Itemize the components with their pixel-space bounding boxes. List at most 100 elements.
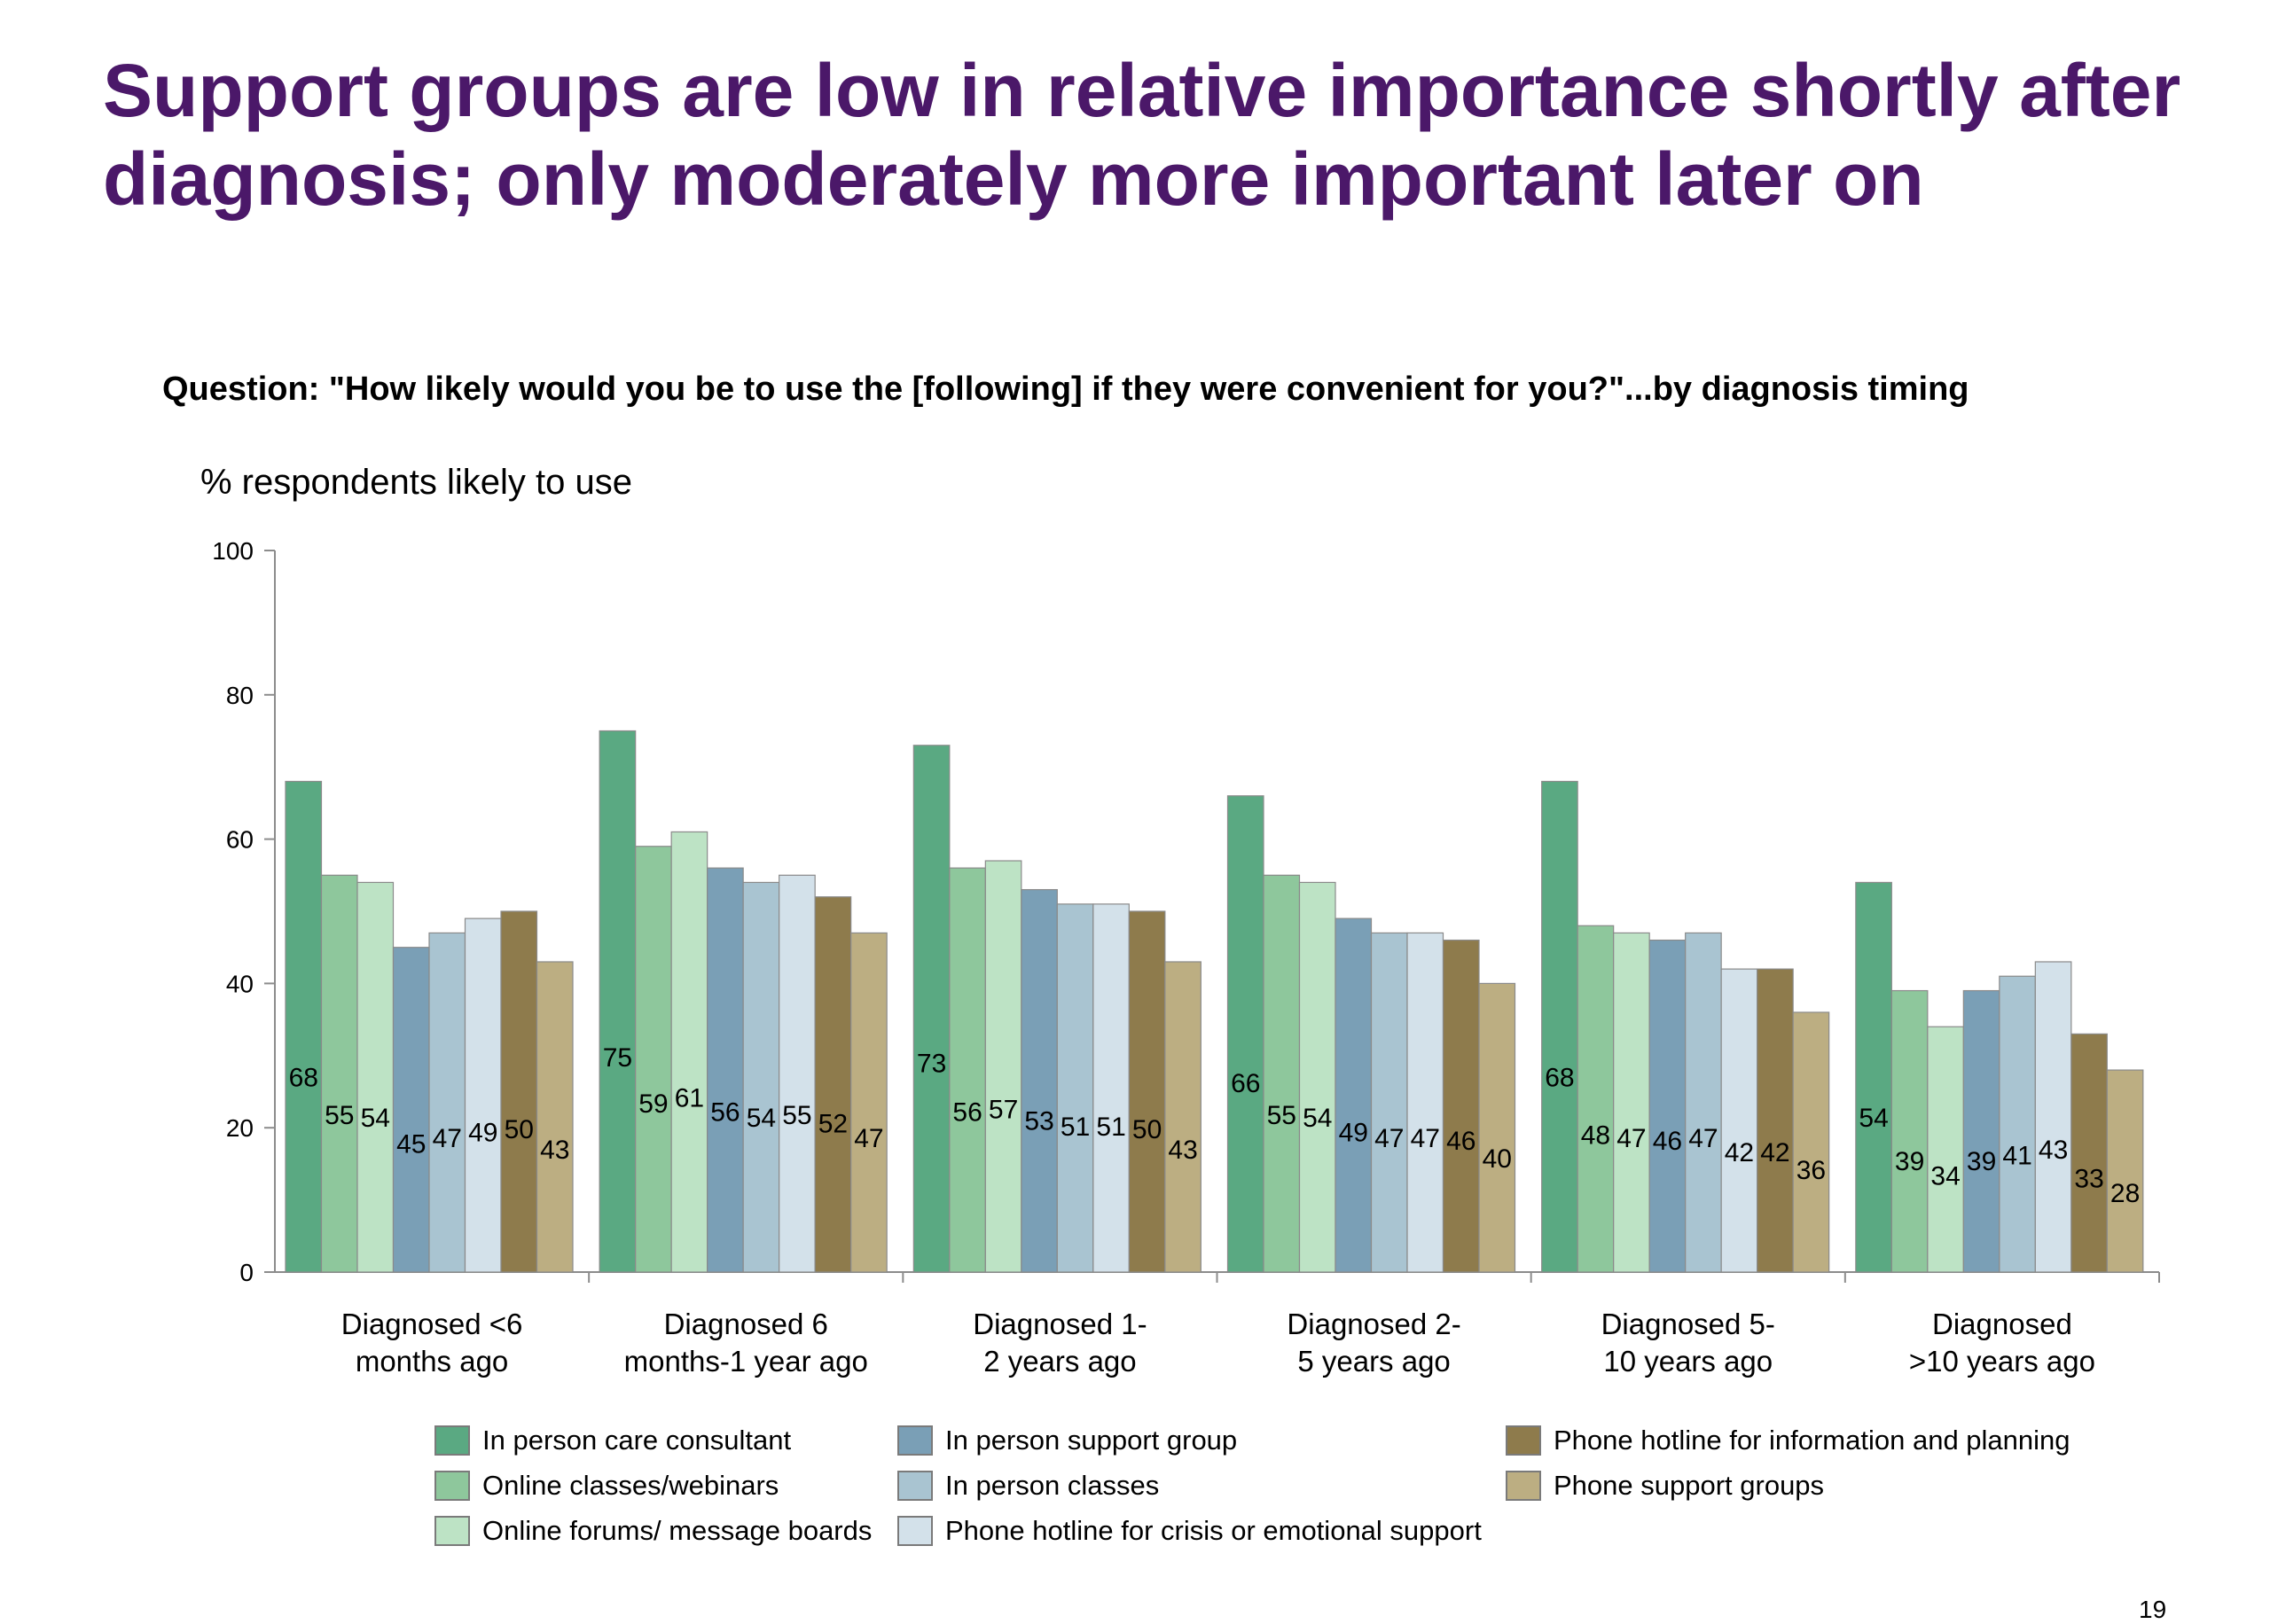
bar — [2070, 1033, 2108, 1273]
x-tick-label-line: Diagnosed — [1932, 1308, 2072, 1340]
bars — [285, 730, 2144, 1273]
bar-value-label: 54 — [361, 1104, 390, 1133]
bar — [1056, 903, 1094, 1273]
x-tick-label-line: 2 years ago — [983, 1345, 1136, 1378]
bar-value-label: 52 — [818, 1110, 848, 1139]
bar — [1478, 982, 1516, 1273]
legend-swatch — [434, 1425, 470, 1456]
bar-value-label: 68 — [1545, 1064, 1574, 1093]
legend-label: Online forums/ message boards — [482, 1515, 873, 1546]
question-text: Question: "How likely would you be to us… — [162, 371, 1969, 408]
bar-value-label: 55 — [782, 1101, 811, 1130]
bar — [1370, 932, 1408, 1273]
bar-value-label: 56 — [952, 1098, 982, 1128]
bar-value-label: 47 — [1688, 1124, 1718, 1153]
legend-swatch — [897, 1425, 933, 1456]
bar-value-label: 47 — [433, 1124, 462, 1153]
x-tick-label: Diagnosed <6 months ago — [341, 1308, 523, 1378]
legend-item: Phone support groups — [1506, 1469, 1824, 1503]
legend-label: Phone support groups — [1554, 1470, 1825, 1501]
y-tick-label: 80 — [226, 682, 254, 709]
legend-label: In person care consultant — [482, 1425, 792, 1456]
x-tick-label: Diagnosed 5- 10 years ago — [1601, 1308, 1775, 1378]
x-tick-label-line: Diagnosed 1- — [973, 1308, 1147, 1340]
bar-value-label: 54 — [1859, 1104, 1888, 1133]
bar — [1890, 989, 1929, 1273]
bar — [1406, 932, 1444, 1273]
bar-value-label: 73 — [917, 1049, 946, 1078]
bar — [392, 947, 430, 1273]
bar-value-label: 46 — [1653, 1127, 1682, 1156]
x-tick-label: Diagnosed 6 months-1 year ago — [624, 1308, 868, 1378]
bar-value-label: 54 — [1303, 1104, 1332, 1133]
bar-value-label: 47 — [1616, 1124, 1646, 1153]
legend-swatch — [1506, 1425, 1541, 1456]
slide-title: Support groups are low in relative impor… — [103, 49, 2181, 221]
bar-value-label: 59 — [638, 1089, 668, 1119]
bar-value-label: 45 — [396, 1129, 426, 1159]
legend-item: Phone hotline for information and planni… — [1506, 1424, 2070, 1457]
legend-item: In person classes — [897, 1469, 1159, 1503]
legend-item: Phone hotline for crisis or emotional su… — [897, 1514, 1482, 1548]
page-number: 19 — [2139, 1596, 2167, 1623]
bar — [428, 932, 466, 1273]
y-axis-label: % respondents likely to use — [200, 463, 632, 502]
bar-value-label: 49 — [1339, 1118, 1368, 1147]
y-tick-label: 100 — [212, 537, 254, 565]
bar — [779, 874, 816, 1273]
y-tick-label: 40 — [226, 970, 254, 997]
bar — [707, 867, 744, 1273]
bar — [1164, 961, 1202, 1273]
bar — [1442, 939, 1480, 1273]
bar-value-label: 48 — [1581, 1121, 1610, 1151]
bar — [1792, 1011, 1830, 1273]
bar — [1613, 932, 1650, 1273]
bar — [850, 932, 888, 1273]
bar-value-label: 28 — [2110, 1179, 2140, 1208]
x-tick-label-line: Diagnosed <6 — [341, 1308, 523, 1340]
bar — [285, 780, 323, 1273]
bar — [1298, 881, 1336, 1273]
bar-value-label: 57 — [989, 1095, 1018, 1124]
x-tick-label-line: Diagnosed 5- — [1601, 1308, 1775, 1340]
bar — [1648, 939, 1687, 1273]
bar — [1757, 968, 1794, 1273]
bar — [1335, 917, 1373, 1273]
legend-item: In person care consultant — [434, 1424, 791, 1457]
bar-value-label: 39 — [1967, 1147, 1996, 1176]
bar — [2034, 961, 2072, 1273]
bar-value-label: 41 — [2002, 1142, 2031, 1171]
bar — [536, 961, 574, 1273]
bar-value-label: 53 — [1024, 1106, 1053, 1136]
legend-label: In person support group — [945, 1425, 1238, 1456]
bar-value-label: 51 — [1061, 1113, 1090, 1142]
legend-swatch — [434, 1516, 470, 1546]
x-axis — [275, 1271, 2160, 1283]
bar — [2106, 1069, 2144, 1273]
bar-value-label: 50 — [505, 1115, 534, 1144]
x-tick-label-line: >10 years ago — [1909, 1345, 2095, 1378]
y-axis: 0 20 40 60 80 100 — [212, 537, 276, 1286]
bar-value-label: 36 — [1796, 1156, 1826, 1185]
legend-swatch — [1506, 1471, 1541, 1501]
bar-value-label: 61 — [675, 1083, 704, 1113]
bar-value-label: 43 — [1168, 1136, 1197, 1165]
bar — [464, 917, 502, 1273]
bar — [599, 730, 637, 1273]
x-tick-label-line: months-1 year ago — [624, 1345, 868, 1378]
bar — [500, 910, 538, 1273]
bar-value-label: 55 — [325, 1101, 354, 1130]
bar — [1927, 1026, 1964, 1273]
bar-value-label: 56 — [710, 1098, 740, 1128]
bar — [1999, 975, 2036, 1273]
bar-value-label: 66 — [1231, 1069, 1260, 1098]
bar-value-label: 47 — [854, 1124, 883, 1153]
y-tick-label: 60 — [226, 826, 254, 854]
bar — [1092, 903, 1130, 1273]
legend-label: In person classes — [945, 1470, 1160, 1501]
x-tick-label: Diagnosed 2- 5 years ago — [1287, 1308, 1460, 1378]
bar — [1541, 780, 1578, 1273]
bar-value-label: 43 — [2039, 1136, 2068, 1165]
